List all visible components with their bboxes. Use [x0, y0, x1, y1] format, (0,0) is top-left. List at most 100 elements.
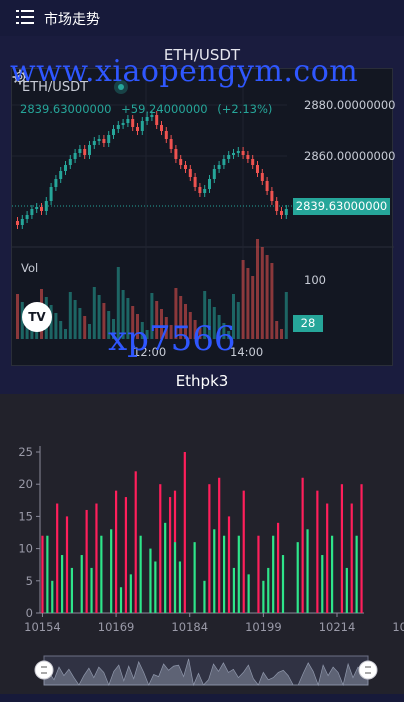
x-tick-label: 10154: [24, 620, 61, 634]
price-change: +59.24000000: [121, 102, 208, 116]
volume-bar: [88, 324, 91, 339]
data-zoom-preview: [43, 658, 369, 687]
bar: [340, 484, 344, 613]
market-panel: ETH/USDT ETH/USDT 2839.63000000 +59.2400…: [0, 36, 404, 394]
bar: [51, 580, 54, 613]
zoom-handle[interactable]: [34, 660, 54, 680]
volume-bar: [164, 317, 168, 339]
bar: [60, 555, 64, 613]
page-title: 市场走势: [44, 12, 100, 28]
candle-body: [40, 207, 43, 211]
bar: [80, 555, 83, 613]
candle-body: [236, 151, 240, 153]
price-axis-label: 2860.00000000: [304, 149, 396, 163]
candle-body: [203, 189, 207, 193]
candle-body: [193, 177, 197, 187]
volume-bar: [131, 306, 135, 339]
volume-bar: [222, 323, 226, 339]
bar: [95, 503, 98, 613]
price-axis-label: 2880.00000000: [304, 98, 396, 112]
candle-body: [131, 119, 135, 127]
candle-body: [198, 187, 202, 193]
bar: [296, 542, 299, 613]
candle-body: [260, 173, 264, 181]
y-tick-label: 25: [18, 445, 33, 459]
bar: [129, 574, 132, 613]
volume-bar: [102, 303, 106, 339]
volume-bar: [193, 320, 197, 339]
bar: [227, 516, 231, 613]
candle-body: [188, 169, 192, 177]
volume-bar: [116, 267, 120, 339]
candle-body: [140, 121, 144, 131]
candle-body: [73, 153, 77, 159]
watermark-text-2: xp7566: [108, 319, 236, 359]
candle-body: [88, 145, 91, 155]
candle-body: [35, 207, 39, 209]
bar: [232, 567, 236, 613]
volume-bar: [265, 255, 269, 339]
candle-body: [164, 131, 168, 139]
volume-bar: [83, 316, 87, 339]
candle-body: [155, 115, 159, 125]
bar: [114, 490, 118, 613]
candle-body: [160, 125, 163, 131]
candle-body: [92, 141, 96, 145]
volume-bar: [68, 292, 72, 339]
bar: [203, 580, 206, 613]
volume-bar: [246, 268, 250, 339]
volume-bar: [179, 296, 183, 339]
volume-bar: [64, 329, 67, 339]
candle-body: [217, 165, 221, 169]
candle-body: [68, 159, 72, 165]
candle-body: [136, 127, 139, 131]
volume-bar: [140, 322, 144, 339]
volume-bar: [284, 292, 288, 339]
volume-bar: [150, 293, 154, 339]
volume-bar: [227, 331, 231, 339]
volume-bar: [174, 288, 178, 339]
candle-body: [30, 209, 34, 215]
candle-body: [246, 155, 250, 159]
candle-body: [275, 201, 279, 211]
last-price: 2839.63000000: [20, 102, 112, 116]
volume-bar: [208, 299, 211, 339]
zoom-handle[interactable]: [358, 660, 378, 680]
candle-body: [112, 129, 115, 135]
candle-body: [284, 209, 288, 215]
bar: [355, 535, 358, 613]
volume-bar: [16, 294, 19, 339]
bar: [65, 516, 69, 613]
bar: [316, 490, 319, 613]
bar: [168, 497, 172, 613]
bar: [193, 542, 196, 613]
x-tick-label: 10169: [98, 620, 135, 634]
candle-body: [251, 159, 255, 165]
volume-bar: [236, 302, 240, 339]
candle-body: [232, 153, 235, 155]
bar: [110, 529, 113, 613]
menu-icon[interactable]: [16, 10, 34, 24]
bar: [242, 490, 245, 613]
tv-symbol-label: ETH/USDT: [22, 80, 89, 95]
volume-bar: [198, 328, 202, 339]
volume-bar: [54, 313, 58, 339]
candle-body: [169, 139, 173, 149]
settings-gear-icon[interactable]: [12, 69, 28, 85]
bar: [164, 522, 167, 613]
volume-bar: [275, 321, 279, 339]
volume-bar: [184, 304, 187, 339]
tradingview-logo[interactable]: TV: [22, 302, 52, 332]
candle-body: [256, 165, 259, 173]
tv-price-line: 2839.63000000 +59.24000000 (+2.13%): [20, 102, 278, 116]
y-tick-label: 10: [18, 542, 33, 556]
bar: [267, 567, 270, 613]
bar: [350, 503, 353, 613]
candle-body: [184, 165, 187, 169]
tradingview-chart[interactable]: ETH/USDT 2839.63000000 +59.24000000 (+2.…: [11, 68, 396, 366]
bar: [218, 477, 221, 613]
symbol-title: ETH/USDT: [163, 46, 241, 64]
candle-body: [208, 179, 211, 189]
bar: [306, 529, 309, 613]
candle-body: [179, 159, 183, 165]
